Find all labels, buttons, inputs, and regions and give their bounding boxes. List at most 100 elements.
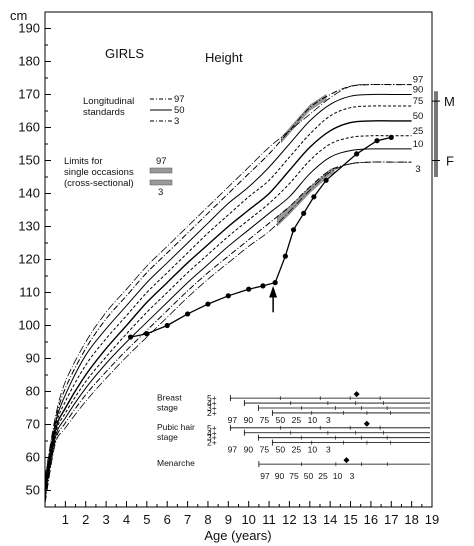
patient-point [246,286,252,292]
puberty-row-label-line: stage [157,402,178,412]
x-axis-label: Age (years) [204,528,271,543]
x-tick-label: 5 [143,512,150,527]
puberty-centile-label: 50 [276,415,286,425]
patient-point [127,334,134,340]
patient-point [184,311,191,317]
y-tick-label: 60 [26,450,40,465]
legend-cross-line2: single occasions [64,167,134,178]
puberty-stage-label: 3+ [207,433,217,443]
patient-point [311,194,317,200]
puberty-centile-label: 75 [289,471,299,481]
puberty-centile-label: 10 [333,471,343,481]
x-tick-label: 13 [303,512,317,527]
centile-label-75: 75 [413,96,424,107]
puberty-centile-label: 10 [308,445,318,455]
y-tick-label: 140 [18,186,40,201]
patient-point [164,322,170,329]
y-tick-label: 100 [18,318,40,333]
patient-point [301,210,307,216]
x-tick-label: 11 [262,512,276,527]
x-tick-label: 1 [62,512,69,527]
patient-point [225,293,231,299]
x-tick-label: 16 [364,512,378,527]
treatment-arrow [269,285,278,313]
x-tick-label: 19 [425,512,439,527]
patient-series [127,134,394,340]
x-tick-label: 4 [123,512,130,527]
puberty-stage-label: 2+ [207,408,217,418]
puberty-centile-label: 3 [326,415,331,425]
legend-cross-label: Limits for single occasions (cross-secti… [64,156,136,189]
mother-label: M [444,94,455,109]
y-tick-label: 70 [26,417,40,432]
y-axis: 50 60 70 80 90 100 110 120 130 140 150 160 170 180 190 [18,11,51,498]
puberty-centile-label: 97 [260,471,270,481]
y-tick-label: 120 [18,252,40,267]
puberty-stage-label: 4+ [207,428,217,438]
patient-point [354,151,360,157]
x-tick-label: 12 [282,512,296,527]
puberty-row-label-line: Menarche [157,458,195,468]
x-tick-label: 9 [225,512,232,527]
legend-cross-bottom-label: 3 [158,187,163,198]
x-tick-label: 15 [343,512,357,527]
legend-line-50-label: 50 [174,105,185,116]
x-axis: 1 2 3 4 5 6 7 8 9 10 11 12 13 14 15 16 17 18 19 [54,501,439,527]
puberty-centile-label: 90 [244,415,254,425]
father-label: F [446,154,454,169]
centile-line-25 [44,135,412,494]
y-tick-label: 160 [18,120,40,135]
puberty-stage-label: 5+ [207,393,217,403]
y-tick-label: 80 [26,384,40,399]
puberty-centile-label: 25 [318,471,328,481]
puberty-centile-label: 90 [244,445,254,455]
puberty-marker [363,420,370,427]
y-tick-label: 150 [18,153,40,168]
legend-cross-band-top [149,167,173,174]
patient-point [205,301,211,307]
legend-cross-line3: (cross-sectional) [64,178,134,189]
puberty-centile-label: 50 [276,445,286,455]
puberty-centile-label: 75 [260,445,270,455]
legend-cross-top-label: 97 [156,156,167,167]
puberty-stage-label: 5+ [207,423,217,433]
puberty-centile-label: 25 [292,415,302,425]
puberty-centile-label: 97 [228,415,238,425]
centile-label-3: 3 [415,164,420,175]
patient-point [374,138,380,144]
puberty-centile-label: 97 [228,445,238,455]
centile-line-50 [44,120,412,491]
puberty-centile-label: 75 [260,415,270,425]
puberty-row-label-line: Pubic hair [157,422,195,432]
cross-limit-3 [44,161,412,504]
centile-line-90 [44,93,412,484]
puberty-centile-label: 3 [350,471,355,481]
centile-label-25: 25 [413,126,424,137]
patient-point [282,253,288,259]
y-tick-label: 110 [19,285,40,300]
y-tick-label: 190 [18,21,40,36]
puberty-centile-label: 10 [308,415,318,425]
y-tick-label: 50 [26,483,40,498]
patient-point [388,134,394,140]
patient-point [144,331,150,337]
legend: Longitudinal standards 97 50 3 Limits fo… [64,94,185,198]
centile-label-90: 90 [413,85,424,96]
puberty-marker [353,391,360,398]
centile-line-10 [44,148,412,498]
puberty-row-label-line: stage [157,432,178,442]
parent-heights: MF [432,91,455,177]
puberty-marker [343,457,350,464]
puberty-stage-label: 2+ [207,438,217,448]
panel-label: GIRLS [105,46,144,61]
puberty-centile-label: 50 [304,471,314,481]
puberty-stage-label: 3+ [207,403,217,413]
puberty-stage-label: 4+ [207,398,217,408]
legend-cross-band-bottom [149,179,173,186]
legend-line-97-label: 97 [174,94,185,105]
puberty-centile-label: 3 [326,445,331,455]
